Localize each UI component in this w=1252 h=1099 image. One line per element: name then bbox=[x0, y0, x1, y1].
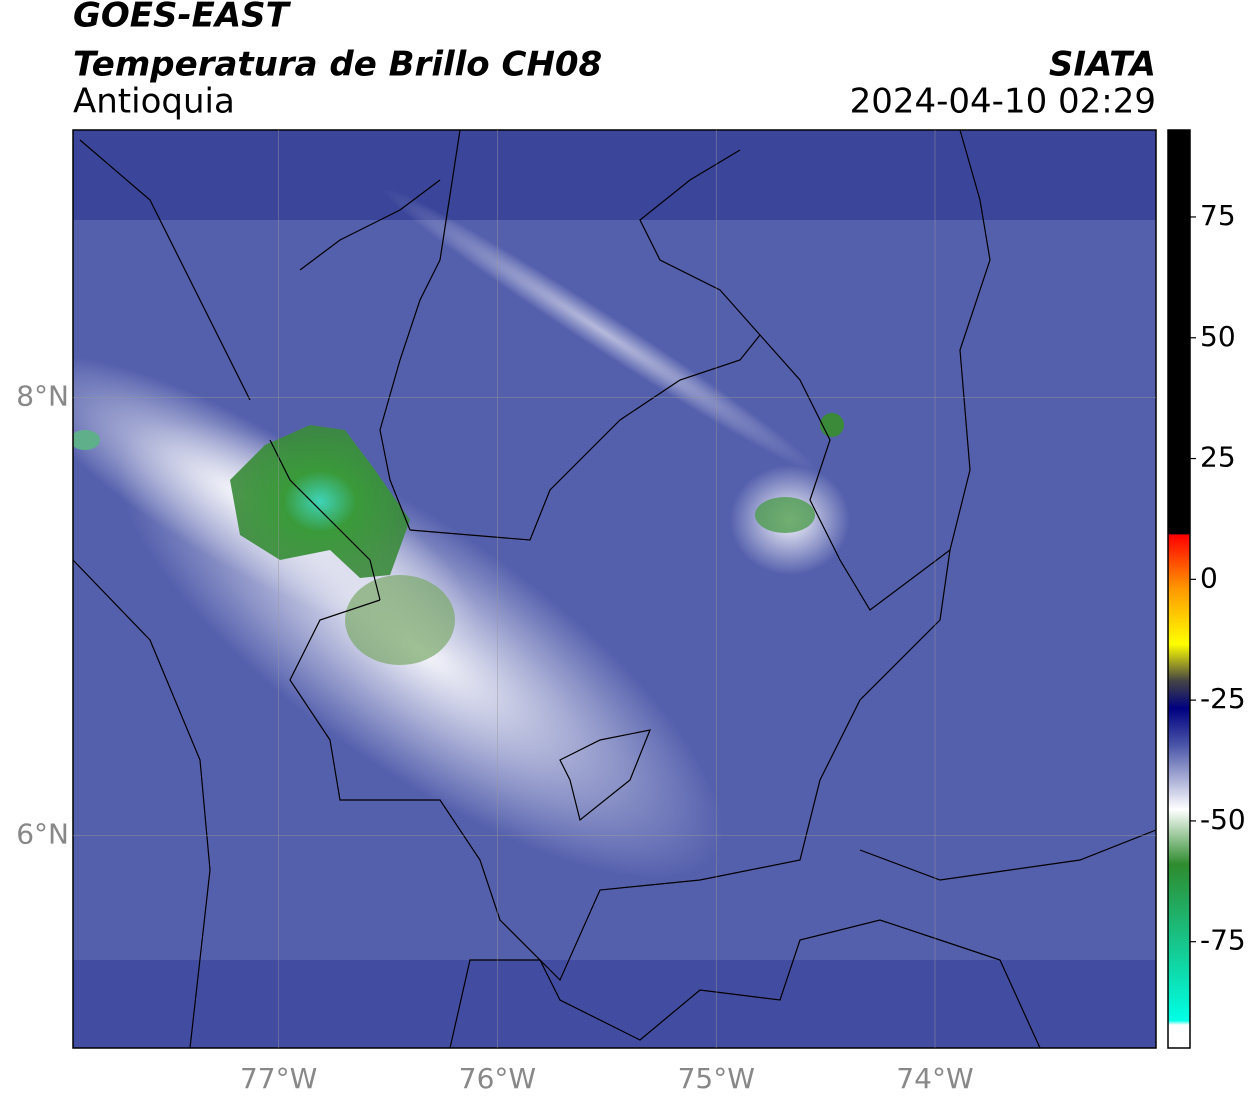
subtitle: Temperatura de Brillo CH08 bbox=[73, 45, 602, 85]
y-tick-label: 8°N bbox=[16, 379, 69, 412]
source: SIATA bbox=[1049, 45, 1156, 85]
colorbar-label: -75 bbox=[1200, 924, 1246, 957]
x-tick-label: 74°W bbox=[896, 1062, 973, 1095]
colorbar-label: 0 bbox=[1200, 561, 1218, 594]
datetime: 2024-04-10 02:29 bbox=[850, 82, 1156, 122]
x-tick-label: 76°W bbox=[459, 1062, 536, 1095]
x-tick-label: 75°W bbox=[678, 1062, 755, 1095]
x-tick-label: 77°W bbox=[240, 1062, 317, 1095]
colorbar bbox=[1167, 129, 1191, 1049]
colorbar-label: 50 bbox=[1200, 320, 1236, 353]
map-image bbox=[73, 130, 1156, 1048]
colorbar-label: -25 bbox=[1200, 682, 1246, 715]
colorbar-label: -50 bbox=[1200, 803, 1246, 836]
colorbar-label: 25 bbox=[1200, 441, 1236, 474]
region: Antioquia bbox=[73, 82, 235, 122]
colorbar-label: 75 bbox=[1200, 199, 1236, 232]
map-frame bbox=[72, 129, 1157, 1049]
y-tick-label: 6°N bbox=[16, 817, 69, 850]
title: GOES-EAST bbox=[73, 0, 292, 36]
